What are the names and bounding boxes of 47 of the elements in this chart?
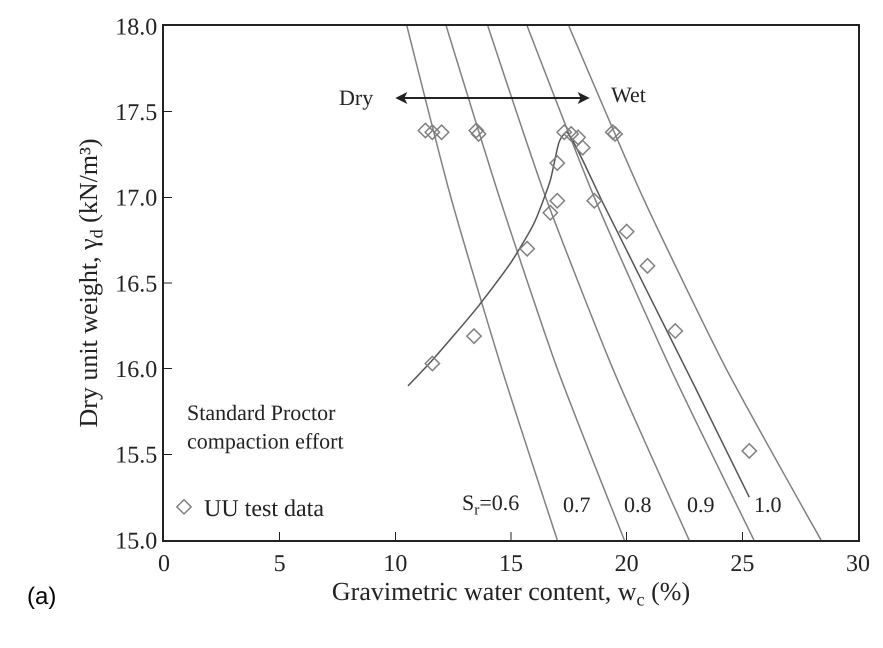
y-tick-label: 15.0 xyxy=(115,528,158,554)
point xyxy=(519,240,536,257)
point xyxy=(466,328,482,344)
line-series xyxy=(406,26,558,540)
point xyxy=(424,356,440,372)
point xyxy=(586,192,602,209)
text: (a) xyxy=(27,583,56,610)
point xyxy=(549,155,566,171)
point xyxy=(640,258,656,274)
y-tick-label: 17.0 xyxy=(115,186,158,212)
x-tick-label: 30 xyxy=(846,550,870,577)
x-tick-label: 25 xyxy=(730,550,754,577)
point xyxy=(556,124,572,140)
legend-label: UU test data xyxy=(204,496,324,522)
point xyxy=(434,124,450,140)
annotation: Standard Proctor compaction effort xyxy=(187,400,344,454)
point xyxy=(549,192,566,209)
point xyxy=(667,323,684,339)
point xyxy=(468,122,484,138)
y-tick-label: 17.5 xyxy=(115,100,158,126)
line-series xyxy=(526,26,755,540)
point xyxy=(563,126,580,142)
x-tick-label: 20 xyxy=(614,550,639,577)
point xyxy=(574,140,591,156)
point xyxy=(542,204,558,221)
y-tick-label: 16.5 xyxy=(115,271,158,298)
annotation: 0.8 xyxy=(624,492,652,517)
x-tick-label: 10 xyxy=(383,550,408,577)
y-tick-label: 18.0 xyxy=(115,14,158,40)
y-tick-label: 16.0 xyxy=(115,357,158,384)
annotation: Wet xyxy=(611,82,646,107)
y-tick-label: 15.5 xyxy=(115,442,158,469)
point xyxy=(618,224,635,240)
x-tick-label: 0 xyxy=(158,550,170,577)
point xyxy=(741,443,758,459)
annotation: 0.7 xyxy=(563,492,590,517)
x-axis-title: Gravimetric water content, w$_{c}$ (%) xyxy=(332,577,690,610)
x-tick-label: 5 xyxy=(274,550,286,577)
point xyxy=(424,124,440,140)
point xyxy=(418,122,434,138)
point xyxy=(570,129,586,146)
annotation: Dry xyxy=(339,85,374,110)
annotation: 1.0 xyxy=(754,492,782,517)
x-tick-label: 15 xyxy=(499,550,523,577)
point xyxy=(470,126,487,142)
annotation: 0.9 xyxy=(687,492,714,517)
annotation: S$_{r}$=0.6 xyxy=(462,490,520,519)
